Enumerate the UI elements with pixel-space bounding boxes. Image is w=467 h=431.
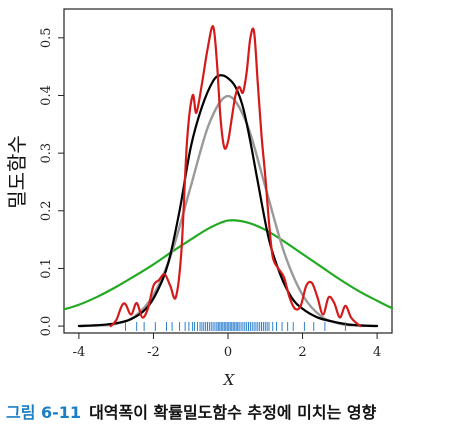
y-tick-label: 0.4 <box>39 85 54 106</box>
y-axis-title: 밀도함수 <box>5 135 29 209</box>
y-tick-label: 0.3 <box>39 143 54 164</box>
black-density-curve <box>77 74 379 328</box>
x-tick-label: 4 <box>373 345 381 360</box>
y-tick-label: 0.2 <box>39 200 54 221</box>
y-axis: 0.0 0.1 0.2 0.3 0.4 0.5 <box>39 27 64 336</box>
caption-number: 그림 6-11 <box>6 403 82 422</box>
caption-text: 대역폭이 확률밀도함수 추정에 미치는 영향 <box>89 403 377 422</box>
x-tick-label: -2 <box>147 345 160 360</box>
y-tick-label: 0.1 <box>39 258 54 279</box>
x-tick-label: 2 <box>298 345 306 360</box>
density-chart: -4 -2 0 2 4 0.0 0.1 0.2 0.3 0.4 0.5 밀도함수 X <box>5 8 394 389</box>
red-density-curve <box>109 25 362 328</box>
series-layer <box>62 25 394 328</box>
figure-caption: 그림 6-11 대역폭이 확률밀도함수 추정에 미치는 영향 <box>6 400 466 426</box>
x-axis: -4 -2 0 2 4 <box>73 333 381 360</box>
plot-frame <box>63 8 393 334</box>
x-axis-title: X <box>223 371 236 389</box>
rug-layer <box>125 322 346 331</box>
x-tick-label: 0 <box>224 345 232 360</box>
y-tick-label: 0.0 <box>39 316 54 337</box>
gray-density-curve <box>77 94 379 328</box>
y-tick-label: 0.5 <box>39 27 54 48</box>
x-tick-label: -4 <box>73 345 86 360</box>
green-density-curve <box>62 219 394 311</box>
